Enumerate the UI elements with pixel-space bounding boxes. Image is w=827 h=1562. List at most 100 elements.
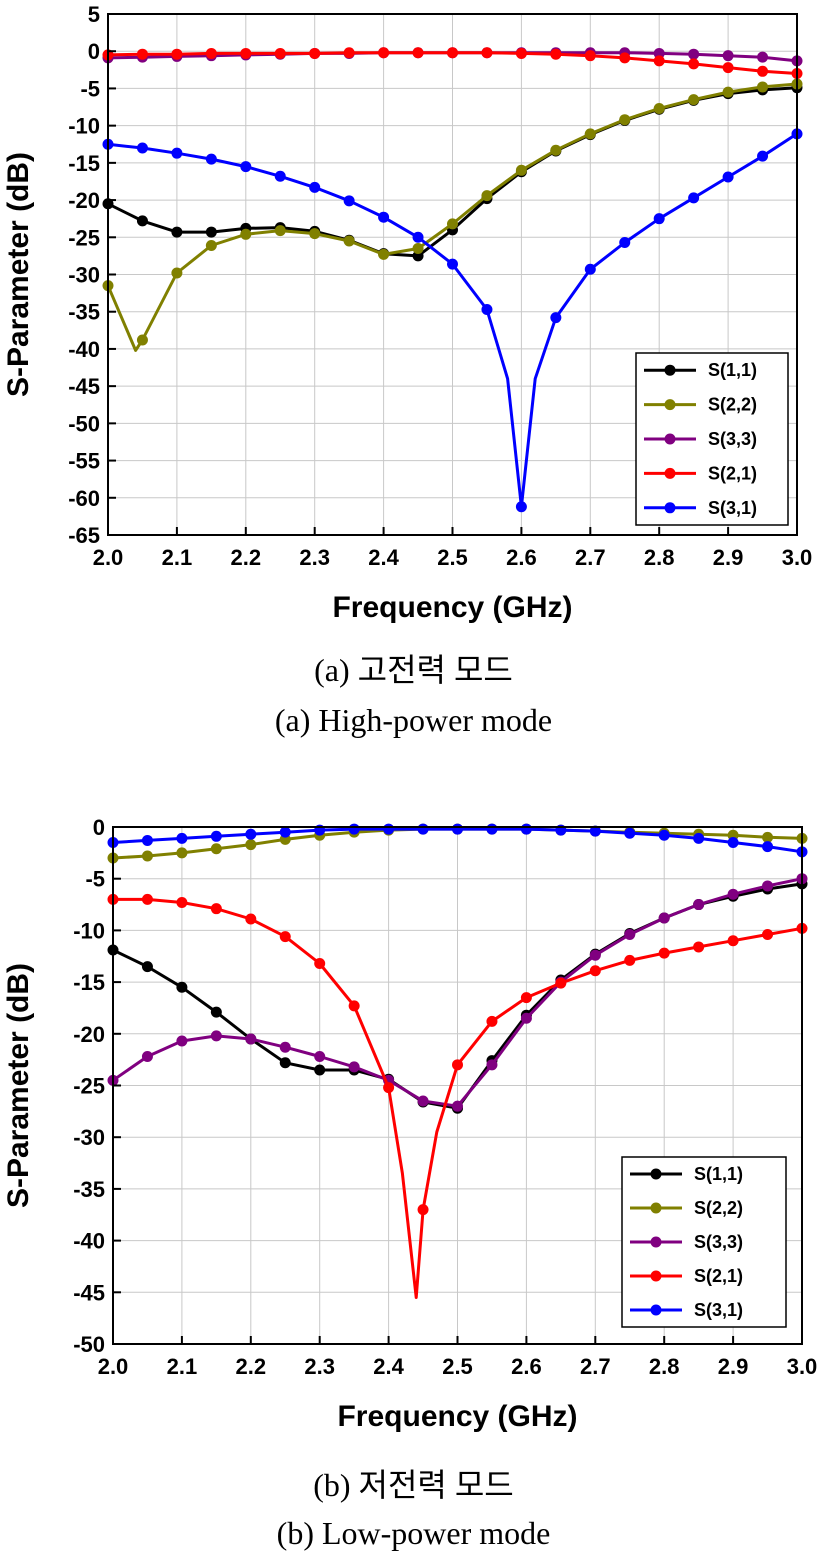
- data-point: [515, 164, 527, 176]
- y-tick-label: -55: [68, 449, 100, 474]
- data-point: [589, 965, 601, 977]
- legend-marker: [650, 1236, 662, 1248]
- series-S(3,3): [107, 873, 808, 1112]
- data-point: [486, 1059, 498, 1071]
- y-tick-label: -5: [80, 76, 100, 101]
- data-point: [550, 144, 562, 156]
- data-point: [279, 931, 291, 943]
- data-point: [584, 128, 596, 140]
- data-point: [171, 48, 183, 60]
- caption-b-korean: (b) 저전력 모드: [313, 1467, 514, 1503]
- y-tick-label: -25: [68, 225, 100, 250]
- data-point: [722, 50, 734, 62]
- data-point: [757, 65, 769, 77]
- x-tick-label: 2.8: [649, 1354, 680, 1379]
- data-point: [727, 837, 739, 849]
- data-point: [383, 823, 395, 835]
- x-tick-label: 2.7: [580, 1354, 611, 1379]
- data-point: [727, 888, 739, 900]
- data-point: [274, 170, 286, 182]
- data-point: [136, 215, 148, 227]
- y-tick-label: -5: [85, 867, 105, 892]
- legend-item: S(2,2): [630, 1198, 743, 1218]
- x-axis-title: Frequency (GHz): [337, 1400, 577, 1433]
- data-point: [205, 226, 217, 238]
- y-tick-label: -25: [73, 1074, 105, 1099]
- data-point: [171, 147, 183, 159]
- legend-label: S(2,1): [708, 463, 757, 483]
- data-point: [447, 258, 458, 270]
- x-tick-label: 2.9: [713, 545, 744, 570]
- legend-label: S(2,1): [694, 1266, 743, 1286]
- series-line: [106, 82, 798, 352]
- data-point: [762, 880, 774, 892]
- data-point: [348, 1000, 360, 1012]
- legend-marker: [664, 399, 676, 411]
- data-point: [624, 929, 636, 941]
- data-point: [245, 828, 257, 840]
- y-tick-label: -30: [73, 1125, 105, 1150]
- y-tick-label: -20: [68, 188, 100, 213]
- data-point: [141, 850, 153, 862]
- data-point: [171, 267, 183, 279]
- y-tick-label: -15: [73, 970, 105, 995]
- data-point: [619, 236, 631, 248]
- x-tick-label: 2.8: [644, 545, 675, 570]
- data-point: [176, 1035, 188, 1047]
- series-S(2,1): [102, 47, 803, 80]
- data-point: [520, 1012, 532, 1024]
- data-point: [136, 142, 148, 154]
- legend: S(1,1) S(2,2) S(3,3) S(2,1) S(3,1): [635, 352, 789, 526]
- x-tick-label: 3.0: [782, 545, 813, 570]
- y-axis-title: S-Parameter (dB): [2, 152, 35, 397]
- legend-label: S(3,1): [708, 498, 757, 518]
- data-point: [210, 830, 222, 842]
- x-tick-label: 2.5: [437, 545, 468, 570]
- data-point: [141, 961, 153, 973]
- data-point: [555, 977, 567, 989]
- data-point: [240, 161, 252, 173]
- chart-low-power: 2.0 2.1 2.2 2.3 2.4 2.5 2.6 2.7 2.8 2.9 3.0 0 -5 -10 -…: [2, 815, 817, 1433]
- y-tick-label: 0: [93, 815, 105, 840]
- data-point: [515, 501, 527, 513]
- y-tick-label: -10: [68, 114, 100, 139]
- caption-b-english: (b) Low-power mode: [276, 1515, 551, 1551]
- y-tick-label: -50: [68, 411, 100, 436]
- data-point: [245, 1033, 257, 1045]
- data-point: [412, 47, 424, 59]
- data-point: [520, 823, 532, 835]
- x-tick-label: 2.3: [299, 545, 330, 570]
- data-point: [205, 153, 217, 165]
- y-tick-label: -50: [73, 1332, 105, 1357]
- data-point: [141, 893, 153, 905]
- data-point: [658, 947, 670, 959]
- data-point: [348, 1061, 360, 1073]
- data-point: [210, 1030, 222, 1042]
- legend-label: S(1,1): [708, 360, 757, 380]
- data-point: [481, 47, 493, 59]
- data-point: [688, 58, 700, 70]
- data-point: [314, 957, 326, 969]
- legend-item: S(2,1): [630, 1266, 743, 1286]
- data-point: [688, 94, 700, 106]
- data-point: [176, 981, 188, 993]
- legend-label: S(3,3): [694, 1232, 743, 1252]
- data-point: [383, 1082, 395, 1094]
- data-point: [762, 841, 774, 853]
- data-point: [727, 935, 739, 947]
- data-point: [624, 954, 636, 966]
- data-point: [205, 239, 217, 251]
- legend-marker: [664, 467, 676, 479]
- data-point: [550, 312, 562, 324]
- data-point: [176, 847, 188, 859]
- data-point: [550, 48, 562, 60]
- legend-marker: [650, 1304, 662, 1316]
- data-point: [447, 47, 458, 59]
- y-tick-label: -15: [68, 151, 100, 176]
- data-point: [762, 831, 774, 843]
- legend-label: S(3,1): [694, 1300, 743, 1320]
- data-point: [447, 218, 458, 230]
- data-point: [309, 228, 321, 240]
- data-point: [378, 248, 390, 260]
- y-tick-label: 0: [88, 39, 100, 64]
